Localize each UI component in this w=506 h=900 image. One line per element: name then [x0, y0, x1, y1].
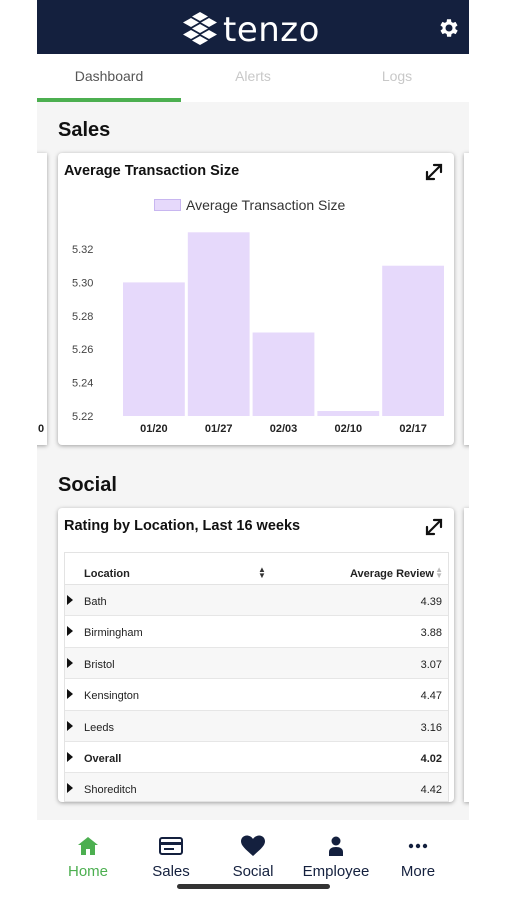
- table-row[interactable]: Overall 4.02: [65, 742, 448, 774]
- table-row[interactable]: Shoreditch 4.42: [65, 773, 448, 801]
- location-cell: Bristol: [84, 658, 115, 671]
- y-tick-label: 5.28: [72, 311, 93, 323]
- ratings-table: Location ▲ ▼ Average Review ▲ ▼ Bath 4.39 Bi…: [64, 552, 449, 802]
- nav-more[interactable]: More: [375, 834, 461, 880]
- nav-social[interactable]: Social: [210, 834, 296, 880]
- tab-alerts[interactable]: Alerts: [235, 68, 271, 84]
- rating-by-location-card: Rating by Location, Last 16 weeks Locati…: [58, 508, 454, 802]
- average-review-cell: 3.07: [420, 658, 442, 671]
- card-title: Rating by Location, Last 16 weeks: [64, 518, 301, 534]
- average-review-cell: 4.47: [420, 690, 442, 703]
- location-cell: Overall: [84, 752, 122, 765]
- chart-bar[interactable]: [317, 410, 380, 416]
- x-tick-label: 01/20: [140, 423, 168, 435]
- tab-dashboard[interactable]: Dashboard: [74, 68, 144, 84]
- social-section-title: Social: [58, 474, 117, 496]
- nav-employee[interactable]: Employee: [293, 834, 379, 880]
- expand-icon[interactable]: [424, 517, 444, 537]
- location-cell: Birmingham: [84, 627, 143, 640]
- average-transaction-card: Average Transaction Size Average Transac…: [58, 153, 454, 445]
- credit-card-icon: [159, 837, 183, 855]
- card-title: Average Transaction Size: [64, 163, 240, 179]
- table-row[interactable]: Leeds 3.16: [65, 710, 448, 742]
- x-tick-label: 01/27: [205, 423, 233, 435]
- average-review-cell: 3.16: [420, 721, 442, 734]
- app-name: tenzo: [223, 10, 320, 50]
- person-icon: [329, 836, 343, 856]
- location-cell: Bath: [84, 596, 107, 608]
- y-tick-label: 5.22: [72, 411, 93, 423]
- nav-label: Social: [232, 863, 274, 880]
- table-row[interactable]: Kensington 4.47: [65, 679, 448, 711]
- nav-label: More: [400, 863, 436, 880]
- nav-sales[interactable]: Sales: [128, 834, 214, 880]
- chart-bar[interactable]: [187, 232, 250, 416]
- average-review-cell: 3.88: [420, 627, 442, 640]
- sales-section-title: Sales: [58, 119, 111, 141]
- next-card-peek[interactable]: [464, 153, 469, 445]
- nav-label: Sales: [152, 863, 190, 880]
- x-tick-label: 02/10: [335, 423, 363, 435]
- heart-icon: [241, 835, 265, 856]
- table-row[interactable]: Bath 4.39: [65, 585, 448, 617]
- chart-bar[interactable]: [382, 265, 444, 416]
- sort-icon[interactable]: ▲ ▼: [258, 565, 266, 580]
- bar-chart: 5.32 5.30 5.28 5.26 5.24 5.22 01/20 01/27 02/03 0…: [72, 232, 444, 435]
- logo-mark-icon: [183, 12, 217, 45]
- y-tick-label: 5.32: [72, 244, 93, 256]
- expand-icon[interactable]: [424, 162, 444, 182]
- y-tick-label: 5.26: [72, 344, 93, 356]
- expand-caret-icon[interactable]: [67, 689, 73, 700]
- average-review-cell: 4.42: [420, 784, 442, 797]
- x-tick-label: 02/17: [399, 423, 427, 435]
- chart-bar[interactable]: [123, 282, 185, 416]
- tab-bar: Dashboard Alerts Logs: [37, 54, 469, 102]
- previous-card-peek[interactable]: 0: [37, 153, 47, 445]
- tab-logs[interactable]: Logs: [381, 68, 413, 84]
- next-card-peek[interactable]: [464, 508, 469, 802]
- expand-caret-icon[interactable]: [67, 626, 73, 637]
- expand-caret-icon[interactable]: [67, 595, 73, 605]
- location-cell: Shoreditch: [84, 784, 137, 797]
- previous-card-tick: 0: [38, 423, 45, 435]
- nav-label: Employee: [302, 863, 370, 880]
- expand-caret-icon[interactable]: [67, 720, 73, 731]
- table-header: Location ▲ ▼ Average Review ▲ ▼: [65, 553, 448, 585]
- average-review-cell: 4.39: [420, 596, 442, 608]
- expand-caret-icon[interactable]: [67, 751, 73, 762]
- home-icon: [78, 837, 98, 855]
- nav-label: Home: [67, 863, 108, 880]
- more-dots-icon: [408, 843, 428, 849]
- table-row[interactable]: Bristol 3.07: [65, 647, 448, 680]
- nav-home[interactable]: Home: [45, 834, 131, 880]
- expand-caret-icon[interactable]: [67, 783, 73, 794]
- legend-label: Average Transaction Size: [186, 197, 346, 213]
- table-row[interactable]: Birmingham 3.88: [65, 616, 448, 648]
- y-tick-label: 5.30: [72, 277, 93, 289]
- column-header-average-review[interactable]: Average Review: [350, 568, 434, 580]
- gear-icon[interactable]: [437, 16, 461, 40]
- average-review-cell: 4.02: [420, 752, 442, 765]
- x-tick-label: 02/03: [270, 423, 298, 435]
- table-body: Bath 4.39 Birmingham 3.88 Bristol 3.07 Kensing…: [65, 585, 448, 801]
- y-tick-label: 5.24: [72, 378, 93, 390]
- column-header-location[interactable]: Location: [84, 568, 130, 580]
- chart-bar[interactable]: [252, 332, 315, 417]
- expand-caret-icon[interactable]: [67, 657, 73, 668]
- app-logo: tenzo: [183, 11, 320, 49]
- sort-icon[interactable]: ▲ ▼: [435, 565, 443, 580]
- app-screen: tenzo Dashboard Alerts Logs Sales 0 Aver…: [37, 0, 469, 900]
- legend-swatch: [154, 199, 181, 211]
- home-indicator[interactable]: [177, 884, 330, 889]
- top-bar: tenzo: [37, 0, 469, 54]
- chart-legend: Average Transaction Size: [154, 197, 345, 213]
- location-cell: Leeds: [84, 721, 114, 734]
- location-cell: Kensington: [84, 690, 140, 703]
- active-tab-indicator: [37, 98, 181, 102]
